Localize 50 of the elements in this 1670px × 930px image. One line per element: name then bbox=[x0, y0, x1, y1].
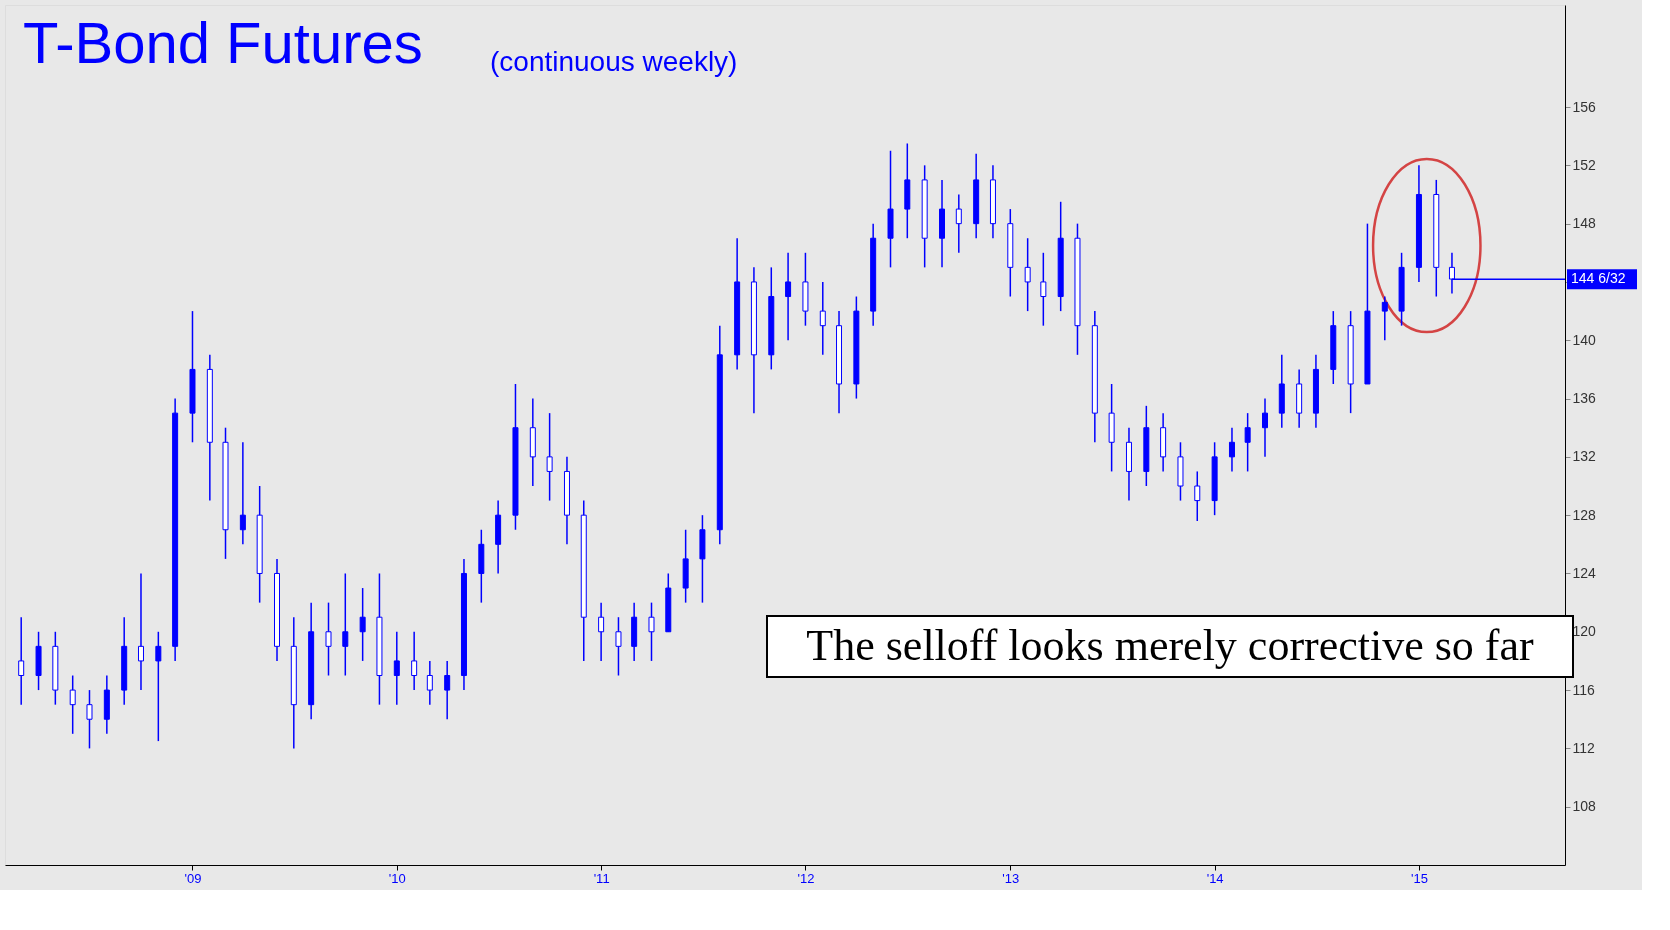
y-tick-label: 112 bbox=[1572, 739, 1596, 756]
candlestick bbox=[359, 587, 366, 662]
y-tick-label: 116 bbox=[1572, 681, 1596, 698]
candlestick bbox=[137, 572, 144, 691]
candlestick bbox=[342, 572, 349, 677]
candlestick bbox=[426, 660, 433, 706]
y-tick-label: 140 bbox=[1572, 331, 1597, 348]
x-tick-label: '12 bbox=[797, 870, 815, 886]
candlestick bbox=[598, 601, 605, 662]
candlestick bbox=[393, 631, 400, 706]
candlestick bbox=[69, 674, 76, 735]
candlestick bbox=[239, 441, 246, 546]
x-tick-label: '09 bbox=[184, 870, 202, 886]
candlestick bbox=[1040, 252, 1047, 327]
candlestick bbox=[1194, 470, 1201, 522]
candlestick bbox=[1381, 295, 1388, 341]
candlestick bbox=[18, 616, 25, 706]
y-tick-label: 108 bbox=[1572, 798, 1597, 815]
candlestick bbox=[546, 412, 553, 502]
candlestick bbox=[444, 660, 451, 720]
candlestick bbox=[819, 281, 826, 356]
candlestick bbox=[155, 631, 162, 742]
candlestick bbox=[1024, 237, 1031, 312]
candlestick bbox=[785, 252, 792, 341]
y-tick-label: 148 bbox=[1572, 215, 1597, 232]
text: (continuous weekly) bbox=[490, 46, 738, 77]
y-tick-label: 136 bbox=[1572, 390, 1597, 407]
y-tick-label: 152 bbox=[1572, 156, 1597, 173]
y-tick-label: 156 bbox=[1572, 98, 1597, 115]
candlestick bbox=[411, 631, 418, 691]
x-tick-label: '11 bbox=[593, 870, 610, 886]
x-tick-label: '10 bbox=[388, 870, 406, 886]
candlestick bbox=[1244, 412, 1251, 473]
candlestick bbox=[1262, 397, 1268, 458]
candlestick bbox=[325, 601, 332, 677]
annotation: The selloff looks merely corrective so far bbox=[806, 621, 1535, 670]
y-tick-label: 124 bbox=[1572, 564, 1597, 581]
candlestick bbox=[955, 193, 962, 254]
x-tick-label: '13 bbox=[1002, 870, 1020, 886]
y-tick-label: 120 bbox=[1572, 623, 1597, 640]
x-tick-label: '15 bbox=[1410, 870, 1428, 886]
x-tick-label: '14 bbox=[1206, 870, 1224, 886]
y-tick-label: 128 bbox=[1572, 506, 1597, 523]
chart-title: T-Bond Futures bbox=[23, 10, 423, 75]
ref-line-label: 144 6/32 bbox=[1571, 270, 1626, 287]
candlestick bbox=[615, 616, 622, 677]
candlestick bbox=[648, 601, 655, 662]
y-tick-label: 132 bbox=[1572, 448, 1597, 465]
candlestick bbox=[1228, 426, 1235, 473]
candlestick bbox=[86, 689, 93, 750]
